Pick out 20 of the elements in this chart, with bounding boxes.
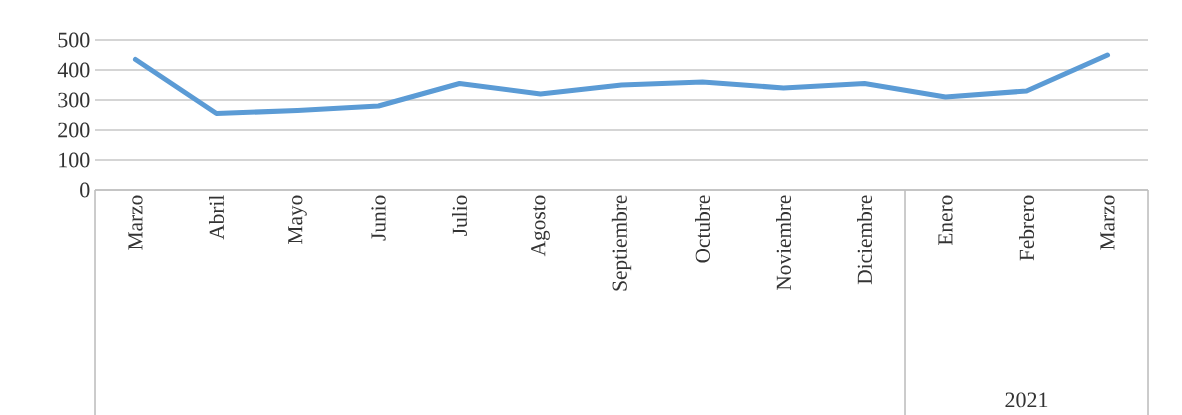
x-tick-label: Marzo bbox=[128, 195, 143, 250]
x-tick-label: Junio bbox=[371, 195, 386, 241]
x-tick-label: Noviembre bbox=[776, 195, 792, 291]
y-tick-label: 0 bbox=[80, 182, 90, 198]
x-tick-label: Febrero bbox=[1019, 195, 1035, 261]
x-tick-label: Abril bbox=[209, 195, 225, 240]
x-tick-label: Septiembre bbox=[611, 195, 632, 291]
x-tick-label: Octubre bbox=[695, 195, 711, 263]
x-tick-label: Marzo bbox=[1100, 195, 1115, 250]
x-tick-label: Diciembre bbox=[857, 195, 873, 285]
x-tick-label: Enero bbox=[938, 195, 953, 246]
x-tick-label: Mayo bbox=[288, 195, 307, 244]
y-tick-label: 100 bbox=[59, 152, 90, 168]
y-tick-label: 300 bbox=[58, 92, 90, 108]
x-tick-label: Julio bbox=[452, 195, 468, 236]
y-tick-label: 200 bbox=[58, 122, 90, 138]
x-tick-label: Agosto bbox=[531, 195, 550, 257]
y-tick-label: 500 bbox=[58, 32, 90, 48]
text: 2021 bbox=[1005, 392, 1048, 408]
y-tick-label: 400 bbox=[57, 62, 90, 78]
